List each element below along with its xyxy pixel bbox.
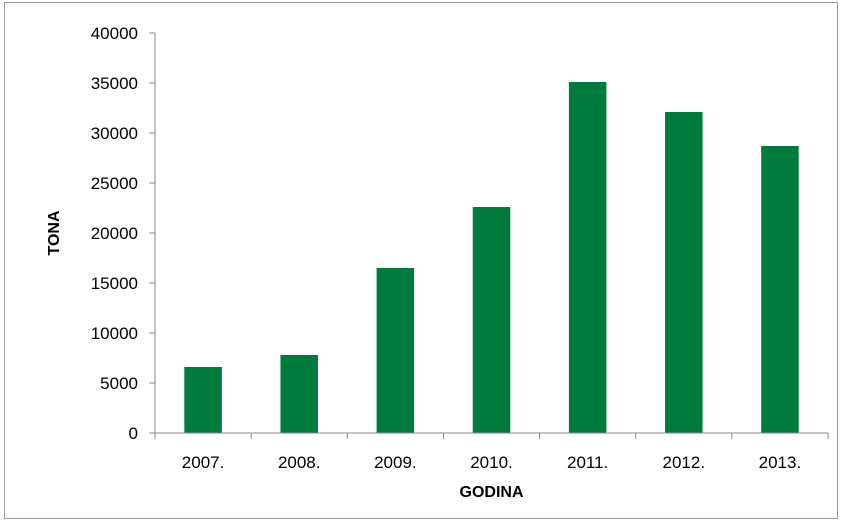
bar-2009 xyxy=(376,268,415,433)
x-tick-label: 2012. xyxy=(663,453,706,472)
bars xyxy=(184,82,799,433)
x-axis-ticks xyxy=(154,433,829,439)
bar-2011 xyxy=(568,82,607,433)
y-axis-title: TONA xyxy=(46,210,63,255)
x-tick-label: 2009. xyxy=(374,453,417,472)
y-tick-label: 40000 xyxy=(91,24,138,43)
y-tick-label: 15000 xyxy=(91,274,138,293)
x-axis-title: GODINA xyxy=(460,484,524,501)
x-tick-label: 2007. xyxy=(182,453,225,472)
x-tick-label: 2013. xyxy=(759,453,802,472)
bar-2008 xyxy=(280,355,318,433)
y-axis-ticks xyxy=(149,32,155,434)
x-axis-tick-labels: 2007. 2008. 2009. 2010. 2011. 2012. 2013. xyxy=(182,453,801,472)
y-tick-label: 30000 xyxy=(91,124,138,143)
y-tick-label: 5000 xyxy=(100,374,138,393)
x-tick-label: 2011. xyxy=(567,453,608,472)
y-tick-label: 25000 xyxy=(91,174,138,193)
x-tick-label: 2010. xyxy=(470,453,513,472)
bar-2007 xyxy=(184,367,222,433)
y-tick-label: 0 xyxy=(129,424,138,443)
y-tick-label: 10000 xyxy=(91,324,138,343)
bar-2013 xyxy=(761,146,799,433)
y-tick-label: 20000 xyxy=(91,224,138,243)
y-tick-label: 35000 xyxy=(91,74,138,93)
bar-2010 xyxy=(472,207,511,433)
bar-2012 xyxy=(665,112,703,433)
x-tick-label: 2008. xyxy=(278,453,321,472)
y-axis-tick-labels: 0 5000 10000 15000 20000 25000 30000 35000 40000 xyxy=(91,24,138,443)
